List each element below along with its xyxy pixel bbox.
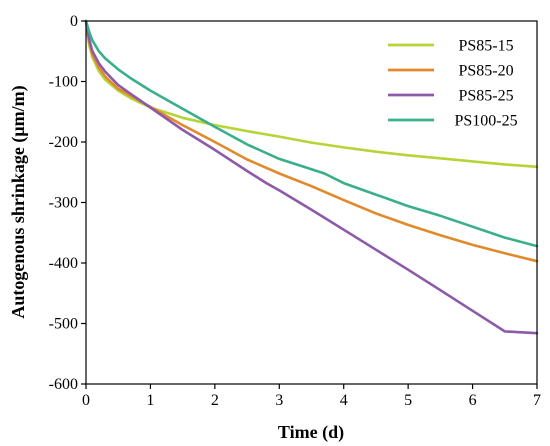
x-tick-label: 3	[275, 392, 283, 409]
legend: PS85-15 PS85-20 PS85-25 PS100-25	[388, 38, 518, 130]
y-tick-label: -400	[49, 255, 78, 272]
x-tick-label: 1	[146, 392, 154, 409]
series-line-ps85-15	[84, 19, 539, 169]
x-tick-label: 4	[340, 392, 348, 409]
legend-label: PS85-25	[458, 88, 513, 105]
x-tick-label: 6	[469, 392, 477, 409]
y-tick-label: -200	[49, 134, 78, 151]
series-layer	[84, 19, 539, 335]
x-axis-title: Time (d)	[278, 422, 344, 443]
y-tick-label: 0	[70, 13, 78, 30]
y-tick-label: -300	[49, 195, 78, 212]
ticks-layer: 0 1 2 3 4 5 6 7 0 -100 -200 -300 -400 -500 -600	[49, 13, 541, 409]
x-tick-label: 7	[533, 392, 541, 409]
y-axis-title: Autogenous shrinkage (μm/m)	[8, 85, 29, 318]
series-line-ps100-25	[84, 19, 539, 248]
legend-label: PS85-20	[458, 63, 513, 80]
y-tick-label: -100	[49, 74, 78, 91]
series-line-ps85-20	[84, 19, 539, 263]
y-tick-label: -600	[49, 376, 78, 393]
legend-label: PS85-15	[458, 38, 513, 55]
legend-label: PS100-25	[454, 113, 517, 130]
x-tick-label: 0	[82, 392, 90, 409]
x-tick-label: 2	[211, 392, 219, 409]
y-tick-label: -500	[49, 316, 78, 333]
x-tick-label: 5	[404, 392, 412, 409]
series-line-ps85-25	[84, 19, 539, 335]
